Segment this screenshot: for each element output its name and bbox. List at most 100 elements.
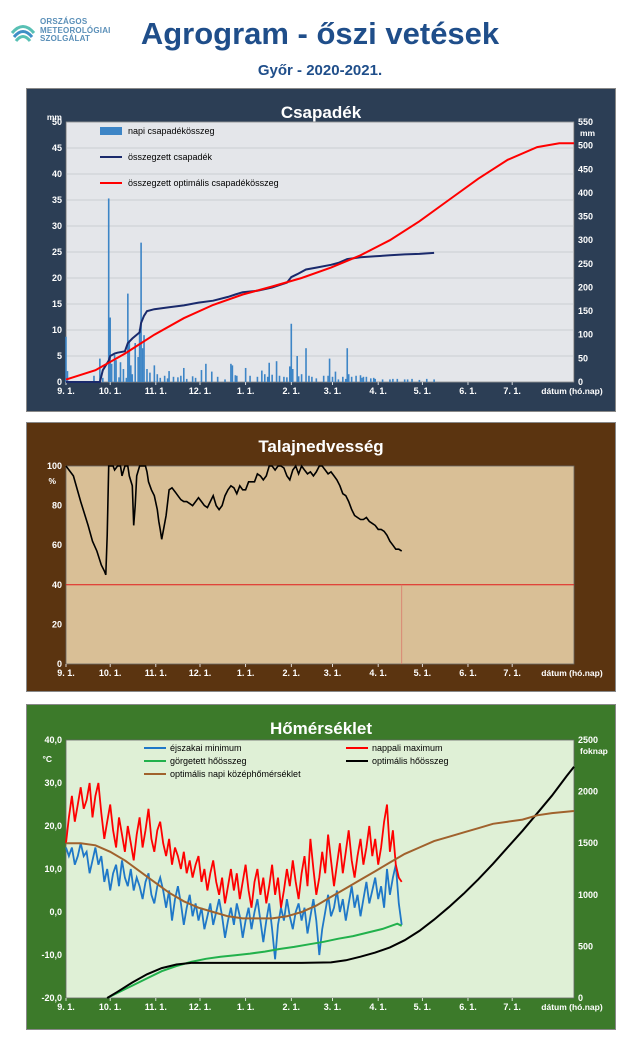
y-tick-label-right: 100 (578, 330, 593, 340)
y-tick-label-left: 30,0 (44, 778, 62, 788)
precip-bar (365, 376, 368, 382)
x-tick-label: 9. 1. (57, 386, 75, 396)
x-axis-label: dátum (hó.nap) (541, 386, 603, 396)
x-tick-label: 3. 1. (324, 668, 342, 678)
precip-bar (127, 293, 129, 382)
precip-bar (322, 375, 325, 382)
precip-bar (93, 375, 95, 382)
precip-bar (344, 378, 347, 382)
precip-bar (411, 378, 413, 382)
optimal-cumulative-precip-line (65, 142, 574, 381)
logo-line-3: SZOLGÁLAT (40, 34, 91, 43)
legend-swatch-daily (100, 127, 122, 135)
x-axis-label: dátum (hó.nap) (541, 668, 603, 678)
y-axis-unit-right: foknap (580, 746, 608, 756)
precip-bar (131, 374, 134, 382)
y-tick-label-right: 0 (578, 993, 583, 1003)
x-tick-label: 1. 1. (237, 1002, 255, 1012)
y-tick-label-left: 10 (52, 325, 62, 335)
precip-bar (146, 369, 148, 382)
legend-label: éjszakai minimum (170, 743, 242, 753)
precip-bar (107, 198, 110, 382)
precip-bar (125, 377, 128, 382)
precip-bar (337, 379, 340, 382)
y-axis-unit: % (48, 476, 56, 486)
logo-line-2: METEOROLÓGIAI (40, 25, 111, 35)
x-tick-label: 4. 1. (369, 386, 387, 396)
precip-bar (278, 375, 281, 382)
precip-bar (244, 367, 247, 382)
precip-bar (256, 376, 259, 382)
precip-bar (180, 375, 182, 382)
precip-bar (168, 371, 170, 382)
precip-bar (355, 375, 357, 382)
y-tick-label-right: 1000 (578, 890, 598, 900)
precip-bar (291, 369, 294, 382)
x-tick-label: 2. 1. (283, 668, 301, 678)
x-tick-label: 2. 1. (283, 386, 301, 396)
y-tick-label-right: 200 (578, 282, 593, 292)
precip-bar (119, 362, 122, 382)
legend-label: optimális napi középhőmérséklet (170, 769, 301, 779)
precip-bar (261, 370, 263, 382)
y-tick-label-right: 250 (578, 259, 593, 269)
precip-bar (305, 348, 307, 382)
y-tick-label-left: 0,0 (49, 907, 62, 917)
precip-bar (205, 363, 207, 382)
x-tick-label: 1. 1. (237, 386, 255, 396)
precip-bar (129, 365, 132, 382)
y-tick-label-left: 100 (47, 461, 62, 471)
y-axis-unit-left: °C (42, 754, 52, 764)
legend-label: napi csapadékösszeg (128, 126, 215, 136)
y-tick-label-left: 0 (57, 377, 62, 387)
x-tick-label: 3. 1. (324, 1002, 342, 1012)
precip-bar (327, 375, 329, 382)
cumulative-precip-line (66, 251, 435, 383)
legend-label: optimális hőösszeg (372, 756, 449, 766)
precip-bar (389, 379, 391, 382)
y-tick-label-right: 500 (578, 941, 593, 951)
precip-bar (177, 377, 179, 382)
y-tick-label-right: 350 (578, 212, 593, 222)
x-tick-label: 3. 1. (324, 386, 342, 396)
precip-bar (403, 379, 406, 382)
y-tick-label-right: 550 (578, 117, 593, 127)
precip-bar (194, 377, 197, 382)
precip-bar (406, 379, 409, 382)
y-tick-label-left: 10,0 (44, 864, 62, 874)
precip-bar (374, 378, 377, 382)
precip-bar (128, 340, 131, 382)
y-tick-label-right: 300 (578, 235, 593, 245)
precip-bar (134, 343, 137, 382)
y-tick-label-left: 50 (52, 117, 62, 127)
precip-bar (230, 363, 232, 382)
precip-bar (231, 365, 234, 382)
precip-bar (362, 376, 365, 382)
y-tick-label-left: 45 (52, 143, 62, 153)
x-axis-label: dátum (hó.nap) (541, 1002, 603, 1012)
optimal-mean-temperature-line (66, 810, 575, 920)
y-axis-unit-right: mm (580, 128, 596, 138)
precip-bar (392, 378, 394, 382)
rolling-heat-sum-line (106, 922, 403, 999)
precip-bar (191, 376, 194, 382)
precip-bar (102, 377, 104, 382)
precip-bar (224, 379, 226, 382)
x-tick-label: 6. 1. (459, 1002, 477, 1012)
precip-bar (308, 375, 310, 382)
y-tick-label-right: 50 (578, 353, 588, 363)
precip-bar (297, 376, 300, 382)
precip-bar (418, 379, 421, 382)
precip-bar (331, 376, 334, 382)
y-tick-label-left: -20,0 (41, 993, 62, 1003)
legend-label: összegzett optimális csapadékösszeg (128, 178, 279, 188)
y-tick-label-left: 80 (52, 501, 62, 511)
x-tick-label: 5. 1. (414, 1002, 432, 1012)
precip-bar (118, 377, 120, 382)
soil-moisture-line (65, 464, 403, 576)
precip-bar (110, 363, 113, 382)
precip-bar (381, 379, 384, 382)
precip-bar (283, 376, 285, 382)
precip-bar (296, 356, 298, 382)
x-tick-label: 6. 1. (459, 668, 477, 678)
